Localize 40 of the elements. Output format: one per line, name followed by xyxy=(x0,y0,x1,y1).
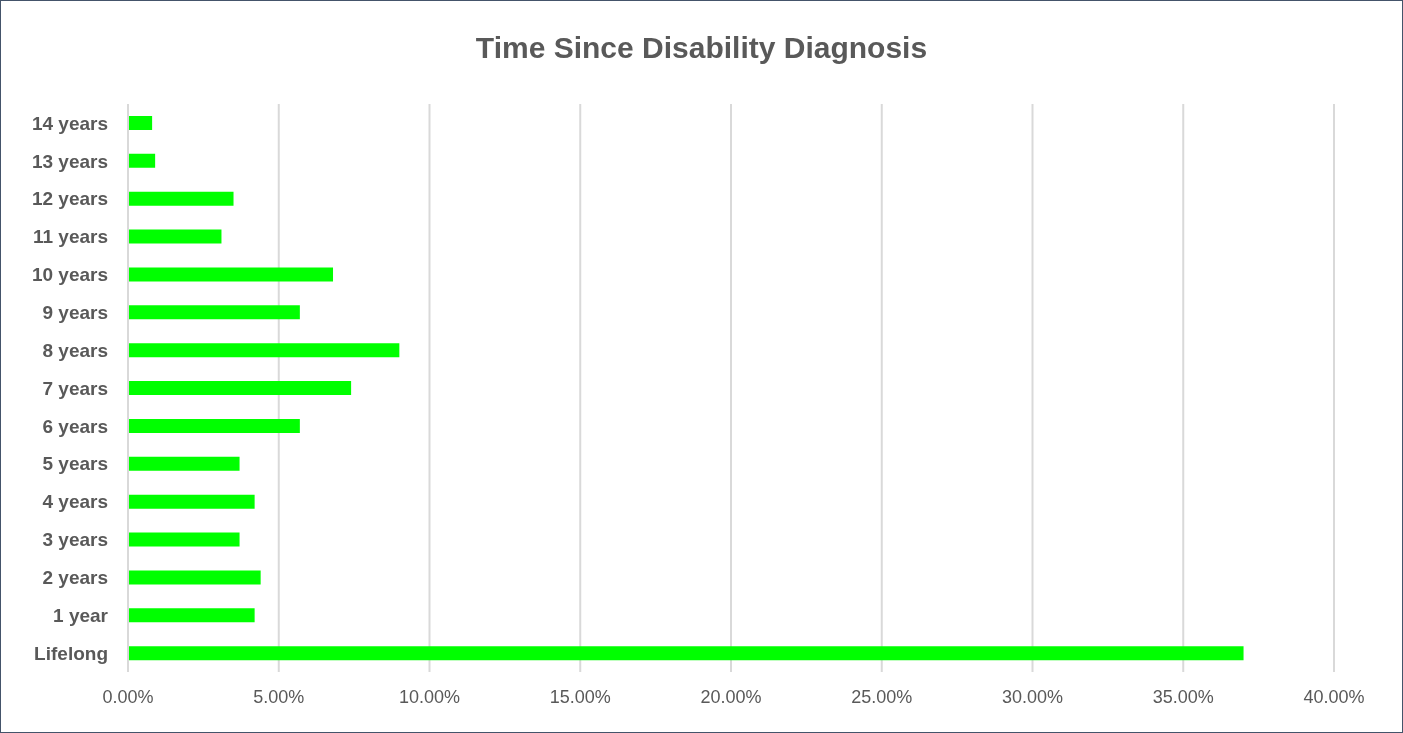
bar xyxy=(128,418,300,433)
bar xyxy=(128,229,222,244)
y-tick-label: 10 years xyxy=(31,264,108,286)
bar xyxy=(128,305,300,320)
bar xyxy=(128,116,153,130)
y-tick-label: Lifelong xyxy=(34,642,108,664)
x-tick-label: 5.00% xyxy=(253,686,305,707)
y-tick-label: 13 years xyxy=(31,150,108,172)
bar xyxy=(128,191,234,206)
y-tick-label: 6 years xyxy=(42,415,108,437)
y-tick-label: 7 years xyxy=(42,377,108,399)
chart-title: Time Since Disability Diagnosis xyxy=(474,31,929,65)
bar xyxy=(128,153,156,168)
bar xyxy=(128,532,240,547)
y-tick-label: 3 years xyxy=(42,529,108,551)
y-tick-label: 8 years xyxy=(42,339,108,361)
bar xyxy=(128,343,400,358)
y-tick-label: 11 years xyxy=(32,226,108,248)
bar xyxy=(128,646,1244,661)
y-tick-label: 12 years xyxy=(31,188,108,210)
bar xyxy=(128,570,261,585)
x-tick-label: 10.00% xyxy=(398,686,461,707)
y-tick-label: 14 years xyxy=(31,112,108,134)
y-tick-label: 2 years xyxy=(42,567,108,589)
y-tick-label: 1 year xyxy=(53,604,109,626)
x-tick-label: 30.00% xyxy=(1001,686,1064,707)
x-tick-label: 40.00% xyxy=(1303,686,1365,707)
bar xyxy=(128,267,334,282)
x-tick-label: 0.00% xyxy=(102,686,154,707)
x-tick-label: 25.00% xyxy=(851,686,913,707)
x-tick-label: 35.00% xyxy=(1152,686,1214,707)
x-tick-label: 15.00% xyxy=(549,686,611,707)
x-tick-label: 20.00% xyxy=(700,686,762,707)
y-tick-label: 4 years xyxy=(42,491,108,513)
bar xyxy=(128,381,352,396)
bar xyxy=(128,608,255,623)
y-tick-label: 9 years xyxy=(42,302,108,324)
bar xyxy=(128,494,255,509)
y-tick-label: 5 years xyxy=(42,453,108,475)
bar xyxy=(128,456,240,471)
